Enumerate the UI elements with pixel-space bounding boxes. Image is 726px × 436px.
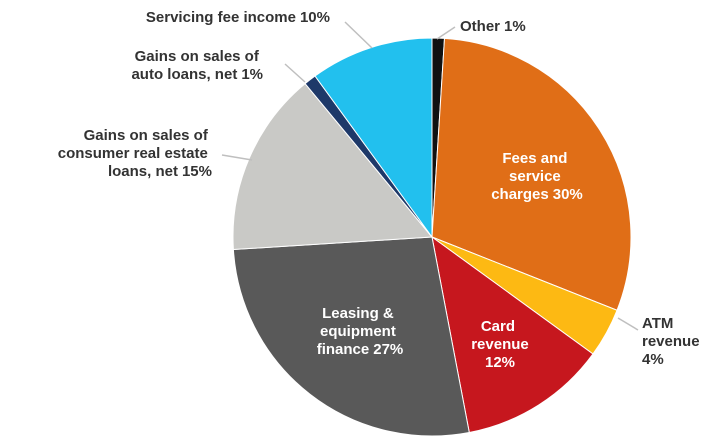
slice-value: 1% <box>241 66 263 83</box>
slice-label: Fees and service charges 30% <box>491 150 583 203</box>
label-line: Servicing fee income <box>146 9 296 26</box>
label-line: finance <box>317 341 370 358</box>
leader-line <box>344 21 373 49</box>
slice-label: Leasing & equipment finance 27% <box>317 305 404 358</box>
slice-name: Other <box>460 18 500 35</box>
slice-value: 12% <box>485 354 515 371</box>
pie-slice <box>431 235 594 434</box>
slice-label: Servicing fee income 10% <box>146 9 330 26</box>
slice-value: 27% <box>373 341 403 358</box>
slice-name: Servicing fee income <box>146 9 296 26</box>
pie-slice <box>232 82 434 251</box>
slice-label: ATM revenue 4% <box>642 315 700 368</box>
label-line: auto loans, net <box>131 66 237 83</box>
leader-line <box>284 63 306 83</box>
leader-line <box>221 154 253 161</box>
slice-name: Card revenue <box>471 318 529 353</box>
leader-line <box>436 26 456 40</box>
label-line: Gains on sales of <box>135 48 263 65</box>
slice-label: Gains on sales of auto loans, net 1% <box>131 48 263 83</box>
slice-label: Other 1% <box>460 18 526 35</box>
label-line: revenue <box>471 336 529 353</box>
label-line: ATM <box>642 315 678 332</box>
label-line: loans, net <box>108 163 178 180</box>
slice-label: Gains on sales of consumer real estate l… <box>58 127 212 180</box>
label-line: Other <box>460 18 500 35</box>
slice-value: 15% <box>182 163 212 180</box>
label-line: Leasing & <box>322 305 398 322</box>
slice-name: Gains on sales of auto loans, net <box>131 48 263 83</box>
label-line: consumer real estate <box>58 145 212 162</box>
slice-value: 1% <box>504 18 526 35</box>
slice-name: Leasing & equipment finance <box>317 305 400 358</box>
label-line: equipment <box>320 323 400 340</box>
slice-name: ATM revenue <box>642 315 700 350</box>
slice-value: 30% <box>553 186 583 203</box>
slice-name: Gains on sales of consumer real estate l… <box>58 127 212 180</box>
slice-value: 10% <box>300 9 330 26</box>
slice-name: Fees and service charges <box>491 150 571 203</box>
pie-slice <box>314 37 433 239</box>
label-line: revenue <box>642 333 700 350</box>
pie-slice <box>431 37 632 311</box>
label-line: service <box>509 168 565 185</box>
label-line: charges <box>491 186 549 203</box>
label-line: Fees and <box>502 150 571 167</box>
label-line: Card <box>481 318 519 335</box>
leader-line <box>617 317 639 331</box>
slice-label: Card revenue 12% <box>471 318 529 371</box>
slice-value: 4% <box>642 351 664 368</box>
label-line: Gains on sales of <box>84 127 212 144</box>
